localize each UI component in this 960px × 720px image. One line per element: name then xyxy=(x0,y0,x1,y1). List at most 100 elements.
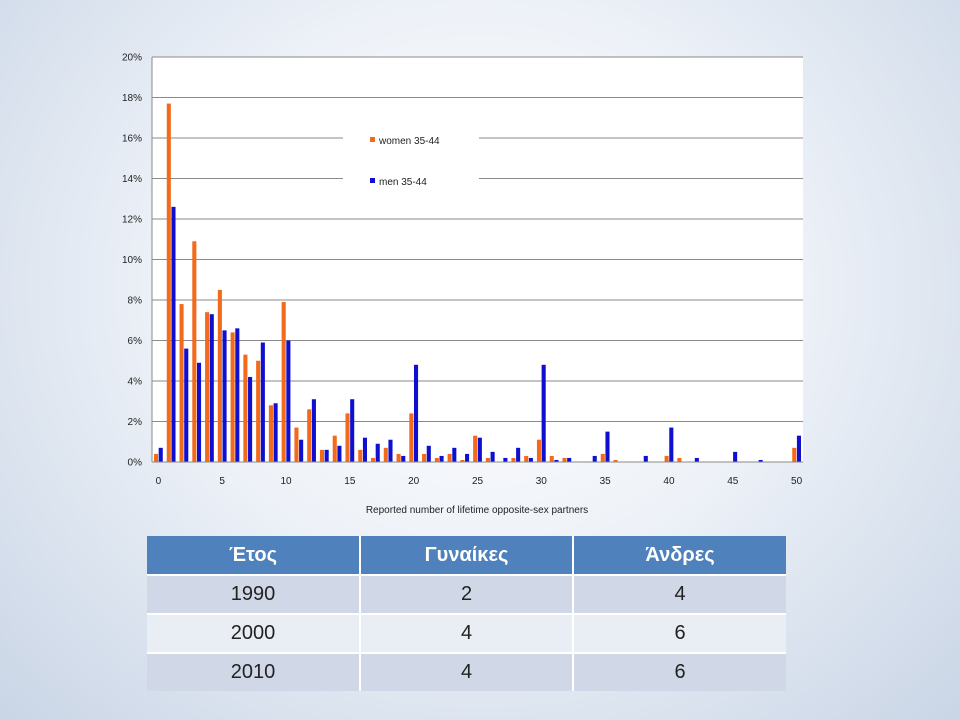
bar-men xyxy=(299,439,304,462)
bar-men xyxy=(413,364,419,462)
bar-men xyxy=(592,455,597,462)
bar-men xyxy=(324,449,329,462)
bar-men xyxy=(426,445,431,462)
x-axis-title: Reported number of lifetime opposite-sex… xyxy=(366,505,588,516)
bar-women xyxy=(473,435,478,462)
bar-women xyxy=(447,453,452,462)
bar-women xyxy=(549,455,554,462)
x-tick-label: 35 xyxy=(600,476,612,487)
bar-men xyxy=(196,362,202,462)
header-women: Γυναίκες xyxy=(360,536,574,575)
bar-women xyxy=(396,453,401,462)
bar-men xyxy=(248,376,253,462)
bar-women xyxy=(562,457,567,462)
table-row: 2010 4 6 xyxy=(147,652,786,691)
y-tick-label: 12% xyxy=(122,215,142,226)
table-row: 1990 2 4 xyxy=(147,574,786,614)
x-tick-label: 20 xyxy=(408,476,420,487)
bar-men xyxy=(490,451,495,462)
cell-women: 2 xyxy=(360,574,574,614)
bar-men xyxy=(733,451,738,462)
y-tick-label: 18% xyxy=(122,93,142,104)
bar-men xyxy=(567,457,572,462)
bar-women xyxy=(524,455,529,462)
legend-swatch-women xyxy=(370,137,375,142)
bar-women xyxy=(600,453,605,462)
table-row: 2000 4 6 xyxy=(147,613,786,653)
cell-men: 6 xyxy=(573,613,786,653)
bar-women xyxy=(230,332,235,462)
x-tick-label: 15 xyxy=(344,476,356,487)
bar-men xyxy=(235,328,240,462)
chart-panel: 0% 2% 4% 6% 8% 10% 12% 14% 16% 18% 20% 0 5 10 15 20 25 3… xyxy=(100,40,820,520)
legend-box xyxy=(343,120,479,203)
cell-men: 4 xyxy=(573,574,786,614)
cell-year: 1990 xyxy=(147,574,361,614)
bars xyxy=(153,103,802,462)
x-tick-label: 5 xyxy=(219,476,225,487)
bar-women xyxy=(460,459,465,462)
bar-men xyxy=(171,206,176,462)
bar-women xyxy=(677,457,682,462)
bar-men xyxy=(401,455,406,462)
bar-men xyxy=(541,364,546,462)
bar-men xyxy=(643,455,648,462)
bar-women xyxy=(792,447,797,462)
bar-men xyxy=(350,399,355,462)
legend-label-women: women 35-44 xyxy=(378,136,440,147)
x-tick-label: 50 xyxy=(791,476,803,487)
axes xyxy=(151,57,803,463)
bar-men xyxy=(465,453,470,462)
legend-label-men: men 35-44 xyxy=(379,177,427,188)
header-year: Έτος xyxy=(147,536,361,575)
bar-women xyxy=(319,449,325,462)
bar-women xyxy=(358,449,363,462)
bar-chart: 0% 2% 4% 6% 8% 10% 12% 14% 16% 18% 20% 0 5 10 15 20 25 3… xyxy=(122,53,803,516)
grid-lines xyxy=(152,56,803,422)
cell-women: 4 xyxy=(360,652,574,691)
bar-men xyxy=(209,314,214,462)
x-tick-label: 40 xyxy=(663,476,675,487)
x-tick-labels: 0 5 10 15 20 25 30 35 40 45 50 xyxy=(156,476,803,487)
cell-women: 4 xyxy=(360,613,574,653)
bar-women xyxy=(268,405,273,462)
y-tick-label: 4% xyxy=(128,377,143,388)
bar-women xyxy=(664,455,669,462)
x-tick-label: 45 xyxy=(727,476,739,487)
bar-women xyxy=(179,304,184,462)
bar-men xyxy=(311,399,316,462)
bar-women xyxy=(307,409,312,462)
bar-women xyxy=(613,459,618,462)
bar-men xyxy=(758,459,763,462)
bar-women xyxy=(511,457,516,462)
bar-men xyxy=(158,447,163,462)
bar-men xyxy=(439,455,444,462)
bar-men xyxy=(669,427,674,462)
bar-women xyxy=(536,439,542,462)
bar-women xyxy=(422,453,427,462)
bar-men xyxy=(503,457,508,462)
data-table: Έτος Γυναίκες Άνδρες 1990 2 4 2000 4 6 2… xyxy=(147,536,786,691)
y-tick-label: 2% xyxy=(128,417,143,428)
cell-year: 2010 xyxy=(147,652,361,691)
y-tick-label: 8% xyxy=(128,296,143,307)
bar-women xyxy=(205,312,210,462)
bar-women xyxy=(383,447,388,462)
bar-men xyxy=(273,403,278,462)
x-tick-label: 0 xyxy=(156,476,162,487)
bar-women xyxy=(243,354,248,462)
bar-women xyxy=(192,241,197,462)
x-tick-label: 25 xyxy=(472,476,484,487)
bar-women xyxy=(409,413,414,462)
bar-men xyxy=(694,457,699,462)
y-tick-label: 10% xyxy=(122,255,142,266)
bar-women xyxy=(370,457,376,462)
bar-men xyxy=(375,443,380,462)
bar-men xyxy=(337,445,342,462)
y-tick-labels: 0% 2% 4% 6% 8% 10% 12% 14% 16% 18% 20% xyxy=(122,53,142,469)
bar-women xyxy=(217,289,222,462)
bar-men xyxy=(260,342,265,462)
x-tick-label: 10 xyxy=(280,476,292,487)
bar-women xyxy=(345,413,350,462)
bar-men xyxy=(477,437,482,462)
